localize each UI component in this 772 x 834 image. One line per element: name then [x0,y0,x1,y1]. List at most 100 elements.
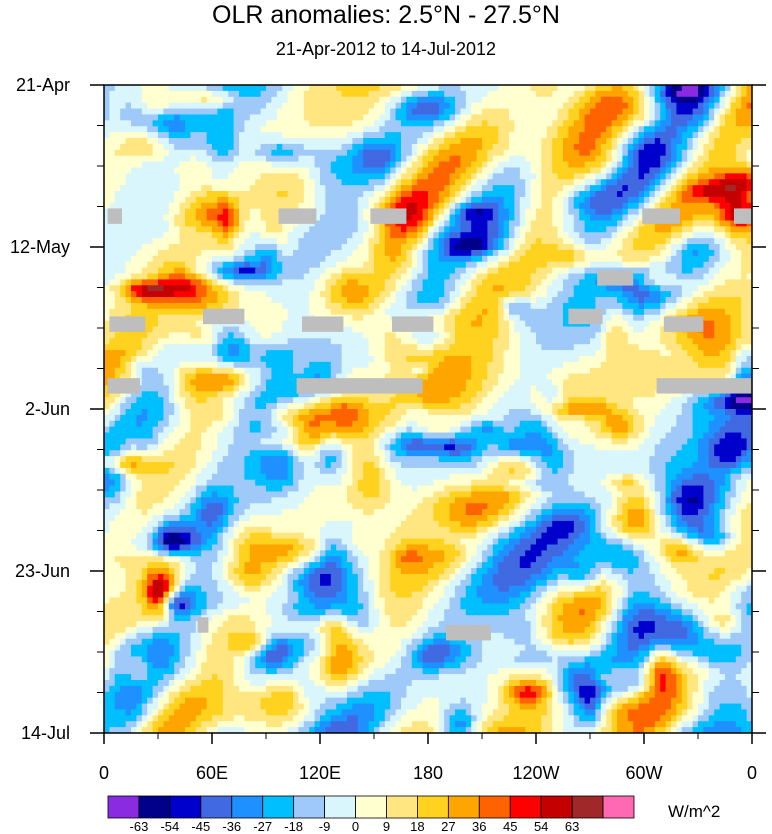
field-cell [222,249,229,257]
field-cell [357,255,364,263]
field-cell [109,167,116,174]
field-cell [676,138,683,145]
field-cell [600,167,607,174]
field-cell [525,255,532,263]
field-cell [401,114,407,121]
field-cell [438,249,445,257]
field-cell [428,226,434,233]
field-cell [287,120,294,127]
field-cell [374,143,380,151]
field-cell [633,202,640,210]
field-cell [714,185,721,192]
field-cell [325,226,332,233]
field-cell [395,102,402,110]
field-cell [222,90,229,98]
field-cell [147,255,154,263]
field-cell [649,196,656,204]
field-cell [514,126,521,133]
field-cell [201,185,208,192]
field-cell [725,285,731,292]
field-cell [692,261,699,269]
field-cell [249,285,256,292]
field-cell [735,167,742,174]
field-cell [368,255,375,263]
field-cell [195,326,202,334]
field-cell [363,226,370,233]
field-cell [401,185,407,192]
field-cell [698,126,704,133]
field-cell [525,96,532,104]
field-cell [141,202,148,210]
field-cell [384,161,391,169]
field-cell [395,155,402,163]
field-cell [271,214,278,222]
field-cell [282,255,289,263]
field-cell [201,90,208,98]
field-cell [633,120,640,127]
field-cell [411,96,418,104]
field-cell [422,196,429,204]
field-cell [438,185,445,192]
field-cell [325,196,332,204]
field-cell [595,185,602,192]
field-cell [703,279,710,286]
field-cell [687,308,694,316]
field-cell [233,191,240,198]
field-cell [390,308,397,316]
field-cell [552,249,559,257]
field-cell [276,85,283,92]
field-cell [347,267,353,275]
field-cell [600,126,607,133]
field-cell [260,85,267,92]
field-cell [627,297,634,304]
field-cell [336,90,343,98]
field-cell [239,114,245,121]
field-cell [519,191,526,198]
field-cell [584,108,591,116]
field-cell [120,285,127,292]
field-cell [735,255,742,263]
field-cell [293,226,299,233]
field-cell [395,143,402,151]
field-cell [125,302,132,310]
field-cell [195,273,202,280]
field-cell [708,291,715,298]
field-cell [622,226,629,233]
field-cell [163,185,170,192]
field-cell [449,155,456,163]
field-cell [168,90,175,98]
field-cell [228,179,235,186]
field-cell [438,244,445,251]
field-cell [104,114,110,121]
field-cell [465,191,472,198]
field-cell [163,96,170,104]
field-cell [185,297,191,304]
field-cell [217,161,224,169]
field-cell [158,302,164,310]
field-cell [195,214,202,222]
field-cell [438,297,445,304]
field-cell [665,279,672,286]
field-cell [557,273,564,280]
field-cell [325,126,332,133]
field-cell [509,191,515,198]
field-cell [384,114,391,121]
field-cell [606,161,613,169]
field-cell [125,155,132,163]
field-cell [525,155,532,163]
field-cell [600,297,607,304]
field-cell [546,102,553,110]
field-cell [260,185,267,192]
field-cell [530,249,537,257]
field-cell [368,149,375,157]
field-cell [357,108,364,116]
field-cell [590,161,596,169]
field-cell [681,308,688,316]
field-cell [276,232,283,239]
field-cell [638,314,645,322]
field-cell [557,90,564,98]
field-cell [255,114,262,121]
field-cell [352,285,359,292]
field-cell [568,267,575,275]
